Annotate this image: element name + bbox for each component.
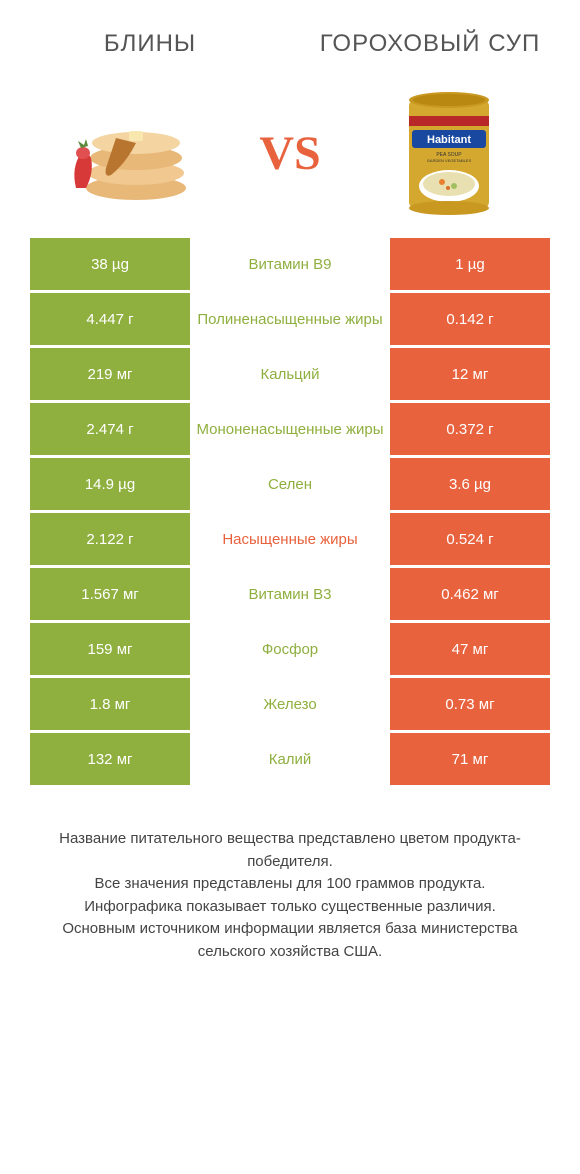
- right-value: 0.73 мг: [390, 678, 550, 730]
- left-value: 4.447 г: [30, 293, 190, 345]
- right-value: 0.524 г: [390, 513, 550, 565]
- right-product-title: ГОРОХОВЫЙ СУП: [290, 30, 570, 58]
- nutrient-label: Калий: [190, 733, 390, 785]
- left-product-title: БЛИНЫ: [10, 30, 290, 58]
- nutrient-label: Полиненасыщенные жиры: [190, 293, 390, 345]
- table-row: 132 мгКалий71 мг: [30, 733, 550, 785]
- right-value: 12 мг: [390, 348, 550, 400]
- left-value: 1.8 мг: [30, 678, 190, 730]
- pancakes-icon: [56, 93, 206, 213]
- nutrient-label: Кальций: [190, 348, 390, 400]
- table-row: 1.567 мгВитамин B30.462 мг: [30, 568, 550, 620]
- table-row: 159 мгФосфор47 мг: [30, 623, 550, 675]
- nutrient-label: Железо: [190, 678, 390, 730]
- table-row: 2.122 гНасыщенные жиры0.524 г: [30, 513, 550, 565]
- footer-line: Название питательного вещества представл…: [30, 828, 550, 873]
- nutrient-label: Витамин B9: [190, 238, 390, 290]
- comparison-table: 38 µgВитамин B91 µg4.447 гПолиненасыщенн…: [0, 238, 580, 785]
- soup-can-icon: Habitant PEA SOUP GARDEN VEGETABLES: [394, 88, 504, 218]
- left-value: 1.567 мг: [30, 568, 190, 620]
- nutrient-label: Фосфор: [190, 623, 390, 675]
- svg-text:Habitant: Habitant: [427, 134, 471, 146]
- left-product-image: [56, 88, 206, 218]
- vs-label: VS: [259, 126, 320, 181]
- right-value: 0.372 г: [390, 403, 550, 455]
- table-row: 14.9 µgСелен3.6 µg: [30, 458, 550, 510]
- table-row: 2.474 гМононенасыщенные жиры0.372 г: [30, 403, 550, 455]
- left-value: 159 мг: [30, 623, 190, 675]
- left-value: 14.9 µg: [30, 458, 190, 510]
- svg-text:GARDEN VEGETABLES: GARDEN VEGETABLES: [426, 158, 471, 163]
- right-value: 71 мг: [390, 733, 550, 785]
- table-row: 219 мгКальций12 мг: [30, 348, 550, 400]
- table-row: 1.8 мгЖелезо0.73 мг: [30, 678, 550, 730]
- left-value: 132 мг: [30, 733, 190, 785]
- right-value: 0.142 г: [390, 293, 550, 345]
- nutrient-label: Витамин B3: [190, 568, 390, 620]
- right-value: 0.462 мг: [390, 568, 550, 620]
- left-value: 38 µg: [30, 238, 190, 290]
- table-row: 4.447 гПолиненасыщенные жиры0.142 г: [30, 293, 550, 345]
- nutrient-label: Насыщенные жиры: [190, 513, 390, 565]
- left-value: 219 мг: [30, 348, 190, 400]
- footer-notes: Название питательного вещества представл…: [0, 788, 580, 983]
- footer-line: Все значения представлены для 100 граммо…: [30, 873, 550, 896]
- header: БЛИНЫ ГОРОХОВЫЙ СУП: [0, 0, 580, 68]
- right-value: 1 µg: [390, 238, 550, 290]
- images-row: VS Habitant PEA SOUP GARDEN VEGETABLES: [0, 68, 580, 238]
- footer-line: Инфографика показывает только существенн…: [30, 896, 550, 919]
- right-product-image: Habitant PEA SOUP GARDEN VEGETABLES: [374, 88, 524, 218]
- table-row: 38 µgВитамин B91 µg: [30, 238, 550, 290]
- right-value: 3.6 µg: [390, 458, 550, 510]
- left-value: 2.474 г: [30, 403, 190, 455]
- nutrient-label: Селен: [190, 458, 390, 510]
- right-value: 47 мг: [390, 623, 550, 675]
- left-value: 2.122 г: [30, 513, 190, 565]
- footer-line: Основным источником информации является …: [30, 918, 550, 963]
- nutrient-label: Мононенасыщенные жиры: [190, 403, 390, 455]
